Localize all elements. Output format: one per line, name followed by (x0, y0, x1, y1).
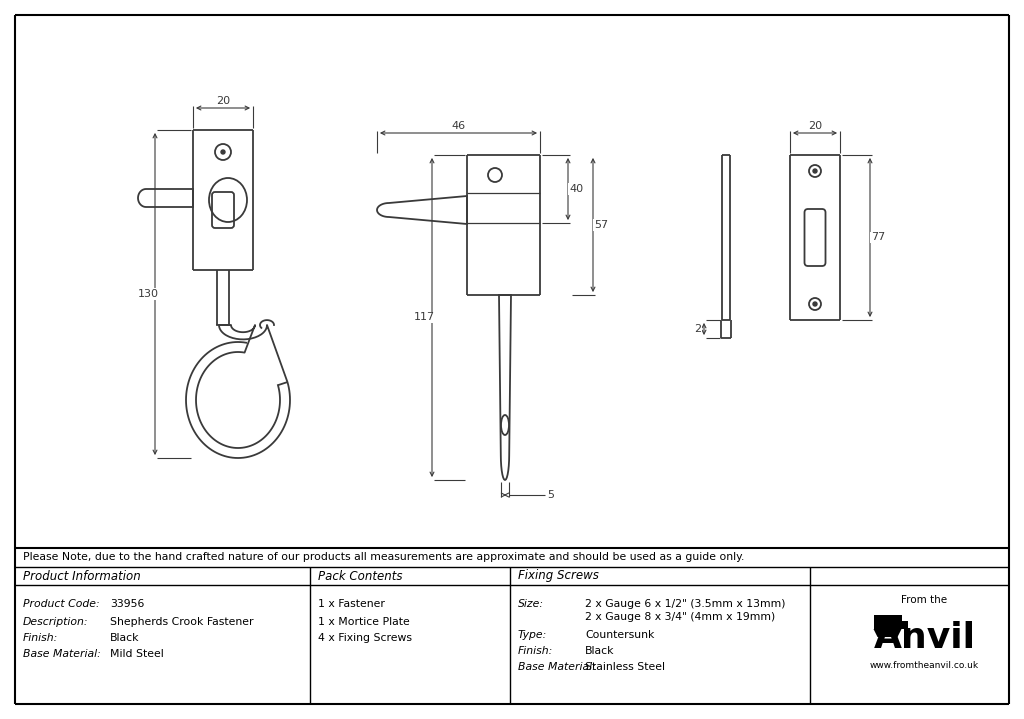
Text: Pack Contents: Pack Contents (318, 569, 402, 582)
Text: 2: 2 (694, 324, 701, 334)
Circle shape (813, 169, 817, 173)
Text: Black: Black (585, 646, 614, 656)
Polygon shape (873, 629, 901, 637)
Text: 1 x Mortice Plate: 1 x Mortice Plate (318, 617, 410, 627)
Text: 1 x Fastener: 1 x Fastener (318, 599, 385, 609)
Text: Please Note, due to the hand crafted nature of our products all measurements are: Please Note, due to the hand crafted nat… (23, 552, 744, 562)
Text: 40: 40 (569, 184, 583, 194)
Text: 20: 20 (808, 121, 822, 131)
Text: Size:: Size: (518, 599, 544, 609)
Text: 33956: 33956 (110, 599, 144, 609)
Text: Product Information: Product Information (23, 569, 140, 582)
Text: 117: 117 (414, 313, 434, 323)
Text: Stainless Steel: Stainless Steel (585, 662, 665, 672)
Text: 5: 5 (547, 490, 554, 500)
Text: Fixing Screws: Fixing Screws (518, 569, 599, 582)
Text: Product Code:: Product Code: (23, 599, 99, 609)
Text: Description:: Description: (23, 617, 88, 627)
Text: Shepherds Crook Fastener: Shepherds Crook Fastener (110, 617, 254, 627)
Text: Black: Black (110, 633, 139, 643)
Text: Finish:: Finish: (518, 646, 553, 656)
Text: 130: 130 (137, 289, 159, 299)
Text: 77: 77 (870, 232, 885, 242)
Text: Base Material:: Base Material: (518, 662, 596, 672)
Text: From the: From the (901, 595, 947, 605)
Text: Anvil: Anvil (873, 621, 976, 655)
Text: Type:: Type: (518, 630, 547, 640)
Text: 2 x Gauge 8 x 3/4" (4mm x 19mm): 2 x Gauge 8 x 3/4" (4mm x 19mm) (585, 612, 775, 622)
Text: 20: 20 (216, 96, 230, 106)
Text: 4 x Fixing Screws: 4 x Fixing Screws (318, 633, 412, 643)
Text: Countersunk: Countersunk (585, 630, 654, 640)
Text: 57: 57 (594, 220, 608, 230)
Text: 46: 46 (452, 121, 466, 131)
Polygon shape (873, 615, 907, 629)
Text: Mild Steel: Mild Steel (110, 649, 164, 659)
Text: Base Material:: Base Material: (23, 649, 100, 659)
Circle shape (221, 150, 225, 154)
Circle shape (813, 302, 817, 306)
Text: 2 x Gauge 6 x 1/2" (3.5mm x 13mm): 2 x Gauge 6 x 1/2" (3.5mm x 13mm) (585, 599, 785, 609)
Text: www.fromtheanvil.co.uk: www.fromtheanvil.co.uk (870, 661, 979, 669)
Text: Finish:: Finish: (23, 633, 58, 643)
